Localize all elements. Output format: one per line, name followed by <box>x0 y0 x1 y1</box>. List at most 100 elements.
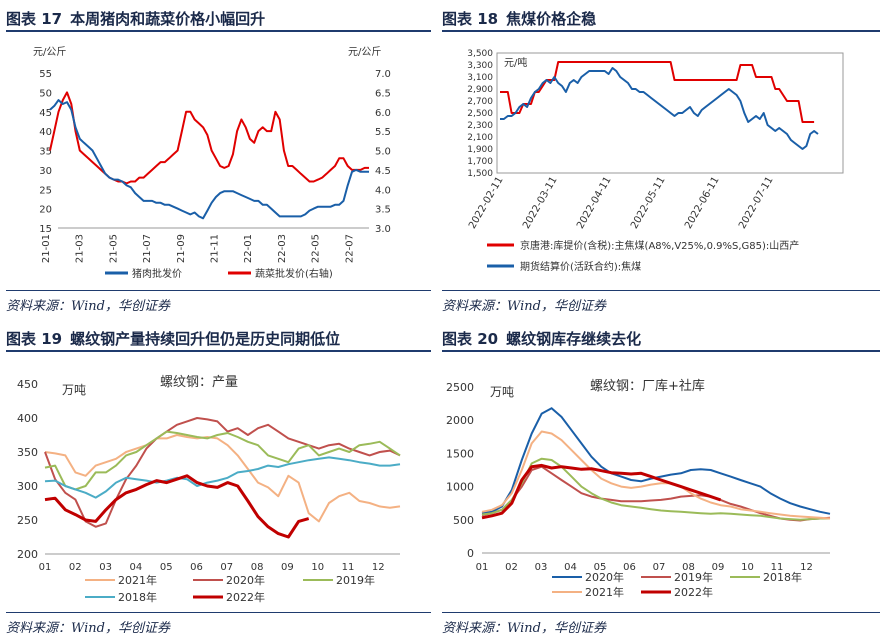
c19-y-tick-label: 300 <box>17 480 38 493</box>
c19-y-tick-label: 350 <box>17 446 38 459</box>
c17-left-tick-label: 55 <box>39 69 52 80</box>
c18-y-tick-label: 3,100 <box>467 73 493 83</box>
c19-legend-label: 2022年 <box>226 590 265 604</box>
chart-19-title-text: 螺纹钢产量持续回升但仍是历史同期低位 <box>70 330 341 348</box>
c17-right-tick-label: 6.0 <box>375 108 391 119</box>
c19-x-tick-label: 02 <box>69 562 82 573</box>
c20-x-tick-label: 06 <box>623 562 636 573</box>
c19-x-tick-label: 01 <box>39 562 52 573</box>
c17-left-tick-label: 40 <box>39 127 52 138</box>
c19-y-tick-label: 250 <box>17 514 38 527</box>
c19-x-tick-label: 08 <box>251 562 264 573</box>
c20-series-0 <box>481 407 831 515</box>
chart-20-title-text: 螺纹钢库存继续去化 <box>506 330 642 348</box>
c18-y-unit: 元/吨 <box>504 56 527 69</box>
chart-17-title-text: 本周猪肉和蔬菜价格小幅回升 <box>70 10 266 28</box>
c17-legend-pork: 猪肉批发价 <box>132 267 182 280</box>
c20-x-tick-label: 04 <box>564 562 577 573</box>
c20-x-tick-label: 11 <box>771 562 784 573</box>
c17-series-pork <box>49 99 369 220</box>
c17-x-tick-label: 22-07 <box>344 234 355 263</box>
c20-y-tick-label: 2500 <box>446 381 474 394</box>
c19-x-tick-label: 06 <box>190 562 203 573</box>
c20-x-tick-label: 03 <box>535 562 548 573</box>
c17-x-tick-label: 21-01 <box>41 234 52 263</box>
c20-series-1 <box>481 465 831 522</box>
c20-y-tick-label: 500 <box>453 514 474 527</box>
c17-left-tick-label: 35 <box>39 147 52 158</box>
chart-17-title: 图表 17 本周猪肉和蔬菜价格小幅回升 <box>6 8 431 32</box>
c18-x-tick-label: 2022-02-11 <box>467 175 506 231</box>
c20-y-unit: 万吨 <box>490 385 514 399</box>
c20-x-tick-label: 05 <box>594 562 607 573</box>
c19-x-tick-label: 10 <box>311 562 324 573</box>
c17-left-unit: 元/公斤 <box>33 46 66 58</box>
c20-legend-label: 2021年 <box>585 585 624 599</box>
c20-x-tick-label: 02 <box>505 562 518 573</box>
c20-series-2 <box>481 457 830 521</box>
c18-x-tick-label: 2022-07-11 <box>737 175 776 231</box>
c17-right-tick-label: 3.5 <box>375 205 391 216</box>
chart-19-source: 资料来源：Wind，华创证券 <box>6 612 431 636</box>
c17-right-tick-label: 6.5 <box>375 88 391 99</box>
c17-x-tick-label: 21-09 <box>176 234 187 263</box>
chart-20-number: 图表 20 <box>442 330 499 348</box>
c19-y-tick-label: 450 <box>17 378 38 391</box>
c18-y-tick-label: 2,700 <box>467 97 493 107</box>
c17-left-tick-label: 25 <box>39 185 52 196</box>
c18-x-tick-label: 2022-03-11 <box>521 175 560 231</box>
chart-18-number: 图表 18 <box>442 10 499 28</box>
c20-x-tick-label: 12 <box>800 562 813 573</box>
chart-19-number: 图表 19 <box>6 330 63 348</box>
c17-left-tick-label: 20 <box>39 205 52 216</box>
c18-y-tick-label: 2,300 <box>467 121 493 131</box>
c20-x-tick-label: 09 <box>712 562 725 573</box>
chart-19-title: 图表 19 螺纹钢产量持续回升但仍是历史同期低位 <box>6 328 431 352</box>
c17-x-tick-label: 22-03 <box>277 234 288 263</box>
chart-18-source: 资料来源：Wind，华创证券 <box>442 290 880 314</box>
c20-legend-label: 2022年 <box>674 585 713 599</box>
c18-y-tick-label: 2,500 <box>467 109 493 119</box>
c17-legend-veg: 蔬菜批发价(右轴) <box>255 267 333 280</box>
chart-17-number: 图表 17 <box>6 10 63 28</box>
c17-right-tick-label: 3.0 <box>375 224 391 235</box>
c18-y-tick-label: 1,700 <box>467 157 493 167</box>
c20-y-tick-label: 2000 <box>446 414 474 427</box>
c19-legend-label: 2020年 <box>226 573 265 587</box>
c18-x-tick-label: 2022-05-11 <box>629 175 668 231</box>
c19-series-0 <box>44 434 401 523</box>
c17-right-tick-label: 5.5 <box>375 127 391 138</box>
c19-x-tick-label: 12 <box>372 562 385 573</box>
c17-series-vegetable <box>49 91 369 185</box>
c20-x-tick-label: 01 <box>476 562 489 573</box>
c20-x-tick-label: 08 <box>682 562 695 573</box>
c18-series-futures <box>500 67 819 150</box>
c17-right-unit: 元/公斤 <box>348 46 381 58</box>
c18-y-tick-label: 1,500 <box>467 169 493 179</box>
c18-y-tick-label: 2,100 <box>467 133 493 143</box>
c17-right-tick-label: 5.0 <box>375 147 391 158</box>
c19-series-2 <box>44 430 401 491</box>
c19-x-tick-label: 03 <box>99 562 112 573</box>
c19-legend-label: 2019年 <box>336 573 375 587</box>
c17-right-tick-label: 4.0 <box>375 185 391 196</box>
c17-left-tick-label: 15 <box>39 224 52 235</box>
c17-x-tick-label: 21-11 <box>210 234 221 263</box>
c18-legend-spot: 京唐港:库提价(含税):主焦煤(A8%,V25%,0.9%S,G85):山西产 <box>520 239 799 252</box>
c20-legend-label: 2020年 <box>585 570 624 584</box>
c19-x-tick-label: 11 <box>342 562 355 573</box>
c17-right-tick-label: 7.0 <box>375 69 391 80</box>
c18-y-tick-label: 3,300 <box>467 61 493 71</box>
c19-legend-label: 2021年 <box>118 573 157 587</box>
c19-x-tick-label: 07 <box>220 562 233 573</box>
c20-legend-label: 2019年 <box>674 570 713 584</box>
c17-x-tick-label: 22-01 <box>243 234 254 263</box>
c17-x-tick-label: 21-05 <box>108 234 119 263</box>
c19-y-tick-label: 400 <box>17 412 38 425</box>
c17-left-tick-label: 30 <box>39 166 52 177</box>
c19-y-tick-label: 200 <box>17 548 38 561</box>
c20-y-tick-label: 1500 <box>446 447 474 460</box>
chart-18-title: 图表 18 焦煤价格企稳 <box>442 8 880 32</box>
c19-legend-label: 2018年 <box>118 590 157 604</box>
c17-left-tick-label: 45 <box>39 108 52 119</box>
